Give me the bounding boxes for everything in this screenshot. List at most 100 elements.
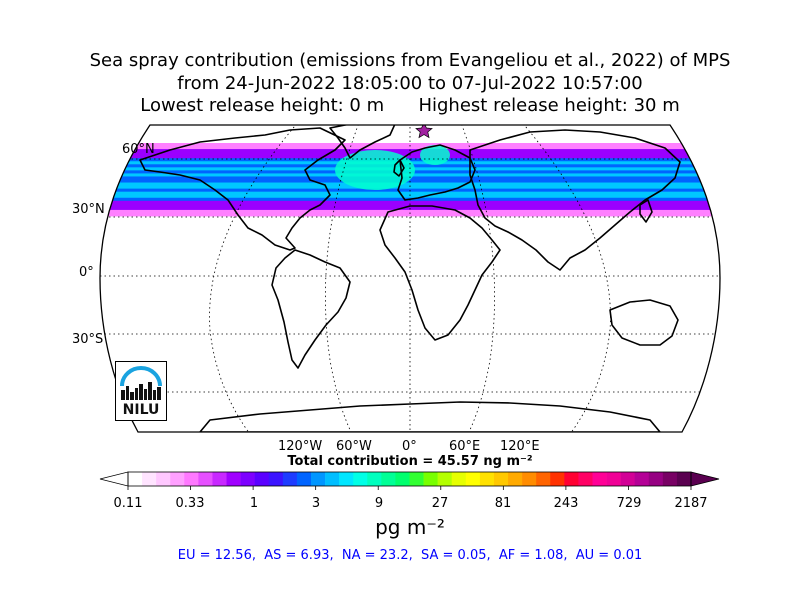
colorbar-segment [184,472,199,486]
map-outline [99,124,721,433]
colorbar-segment [296,472,312,486]
plume-band-row [100,155,720,159]
meridian-120w [209,125,301,432]
release-site-marker [415,125,433,139]
colorbar-tick-label: 81 [494,496,512,511]
lon-label-60e: 60°E [449,439,481,454]
continent-south-america [271,249,351,369]
plume-band-row [100,146,720,150]
lon-label-120e: 120°E [500,439,540,454]
colorbar-segment [522,472,537,486]
colorbar-segment [634,472,650,486]
continent-antarctica [199,401,661,432]
lat-label-30n: 30°N [72,202,105,217]
colorbar-tick-label: 2187 [674,496,708,511]
logo-arc-icon [120,366,162,387]
colorbar-tick-label: 1 [249,496,259,511]
nilu-logo: NILU [115,361,167,421]
plume-band-row [100,209,720,214]
colorbar-segment [226,472,241,486]
plume-hotspot [335,150,415,190]
colorbar-segment [676,472,692,486]
colorbar-segment [212,472,227,486]
colorbar-segment [310,472,326,486]
nilu-logo-text: NILU [122,402,160,418]
logo-skyline-icon [121,382,161,400]
lon-label-120w: 120°W [278,439,323,454]
figure-title-line-3: Lowest release height: 0 m Highest relea… [140,95,680,116]
plume-band-row [100,194,720,199]
nilu-logo-graphic [120,366,162,400]
colorbar-segment [620,472,636,486]
graticule [100,125,720,432]
lat-label-30s: 30°S [72,332,104,347]
colorbar-tick-label: 0.11 [113,496,143,511]
plume-band-row [100,182,720,186]
island-uk [393,159,405,177]
continent-north-america [139,127,346,251]
colorbar-extend-right [690,471,720,487]
lon-label-60w: 60°W [336,439,372,454]
plume-band-row [100,212,720,217]
lat-label-equator: 0° [79,265,94,280]
colorbar-tick-label: 0.33 [175,496,205,511]
continent-greenland [329,125,396,159]
colorbar-segment [648,472,664,486]
colorbar-tick-label: 243 [553,496,579,511]
colorbar-tick-label: 9 [374,496,384,511]
colorbar-segment [465,472,481,486]
colorbar-segment [198,472,213,486]
meridian-60e [459,125,495,432]
colorbar-segment [156,472,171,486]
colorbar-segment [254,472,270,486]
plume-band-row [100,143,720,147]
continent-australia [609,299,679,346]
colorbar-tick-label: 27 [431,496,449,511]
regional-summary: EU = 12.56, AS = 6.93, NA = 23.2, SA = 0… [177,548,643,563]
colorbar-segment [339,472,354,486]
meridian-120e [519,125,611,432]
colorbar-segment [550,472,565,486]
colorbar-segment [325,472,340,486]
colorbar-segment [409,472,424,486]
colorbar-segment [282,472,298,486]
colorbar-segment [170,472,185,486]
figure-title-line-1: Sea spray contribution (emissions from E… [89,50,731,71]
colorbar-segment [536,472,551,486]
colorbar-tick-label: 729 [616,496,642,511]
colorbar-segment [606,472,621,486]
continent-europe [397,144,476,201]
colorbar-segment [592,472,607,486]
meridian-60w [325,125,361,432]
colorbar-unit-label: pg m⁻² [375,515,445,539]
colorbar-segment [508,472,523,486]
colorbar-segment [367,472,382,486]
colorbar-segment [479,472,495,486]
plume-band-row [100,185,720,190]
plume-hotspot [420,145,450,165]
colorbar [99,471,720,490]
colorbar-segment [240,472,255,486]
colorbar-segment [437,472,453,486]
colorbar-segment [451,472,467,486]
colorbar-frame [127,471,692,487]
colorbar-segment [268,472,284,486]
colorbar-segment [128,472,143,486]
colorbar-segment [353,472,368,486]
colorbar-tick-label: 3 [311,496,321,511]
lat-label-60n: 60°N [122,142,155,157]
map-body [100,125,720,432]
colorbar-segment [142,472,157,486]
continent-africa [379,205,501,341]
plume-band-row [100,191,720,196]
colorbar-segment [662,472,678,486]
colorbar-extend-left [99,471,129,487]
figure-title-line-2: from 24-Jun-2022 18:05:00 to 07-Jul-2022… [177,73,643,94]
total-contribution: Total contribution = 45.57 ng m⁻² [287,454,533,469]
colorbar-segment [381,472,396,486]
colorbar-segment [564,472,579,486]
lon-label-0: 0° [402,439,417,454]
colorbar-segment [493,472,509,486]
